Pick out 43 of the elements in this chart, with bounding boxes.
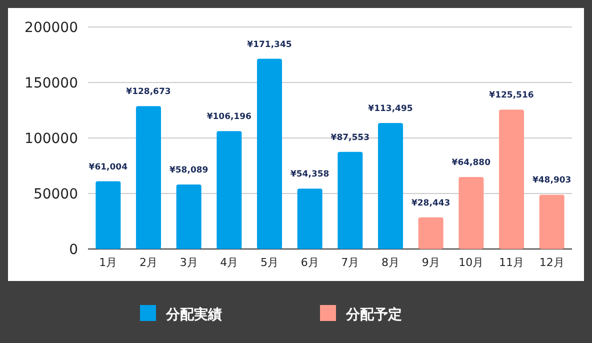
data-label: ¥64,880 bbox=[452, 158, 491, 168]
y-tick-label: 50000 bbox=[33, 186, 78, 202]
data-label: ¥125,516 bbox=[489, 90, 534, 101]
data-label: ¥171,345 bbox=[247, 40, 292, 50]
bar bbox=[96, 181, 121, 249]
data-label: ¥58,089 bbox=[169, 166, 208, 176]
x-tick-label: 5月 bbox=[260, 256, 278, 269]
data-label: ¥113,495 bbox=[368, 104, 413, 114]
y-tick-label: 100000 bbox=[24, 131, 78, 147]
data-label: ¥48,903 bbox=[532, 176, 572, 186]
bar bbox=[338, 152, 363, 249]
bar bbox=[458, 176, 484, 249]
x-tick-label: 10月 bbox=[458, 256, 484, 269]
x-tick-label: 7月 bbox=[341, 256, 360, 269]
y-tick-label: 0 bbox=[69, 242, 78, 258]
x-tick-label: 9月 bbox=[422, 256, 440, 269]
data-label: ¥106,196 bbox=[206, 112, 252, 122]
x-tick-label: 12月 bbox=[539, 256, 564, 269]
x-tick-label: 11月 bbox=[499, 256, 524, 269]
data-label: ¥28,443 bbox=[411, 198, 450, 208]
data-label: ¥61,004 bbox=[88, 162, 128, 172]
x-tick-label: 4月 bbox=[220, 256, 238, 269]
data-label: ¥128,673 bbox=[126, 87, 171, 98]
x-tick-label: 3月 bbox=[180, 256, 198, 269]
bar bbox=[418, 217, 444, 249]
bar bbox=[498, 110, 524, 249]
y-tick-label: 200000 bbox=[24, 20, 78, 36]
bar bbox=[297, 188, 322, 249]
bar bbox=[539, 194, 564, 249]
bar bbox=[378, 123, 404, 249]
data-label: ¥87,553 bbox=[330, 132, 370, 143]
bar bbox=[176, 184, 202, 249]
bar bbox=[136, 106, 162, 249]
x-tick-label: 2月 bbox=[140, 256, 158, 269]
legend-label: 分配予定 bbox=[345, 306, 402, 323]
data-label: ¥54,358 bbox=[290, 170, 330, 180]
legend-label: 分配実績 bbox=[165, 306, 222, 323]
y-tick-label: 150000 bbox=[24, 76, 78, 92]
x-tick-label: 8月 bbox=[382, 256, 400, 269]
x-tick-label: 6月 bbox=[300, 256, 319, 269]
bar bbox=[256, 58, 282, 249]
x-tick-label: 1月 bbox=[99, 256, 118, 269]
bar bbox=[216, 131, 242, 249]
